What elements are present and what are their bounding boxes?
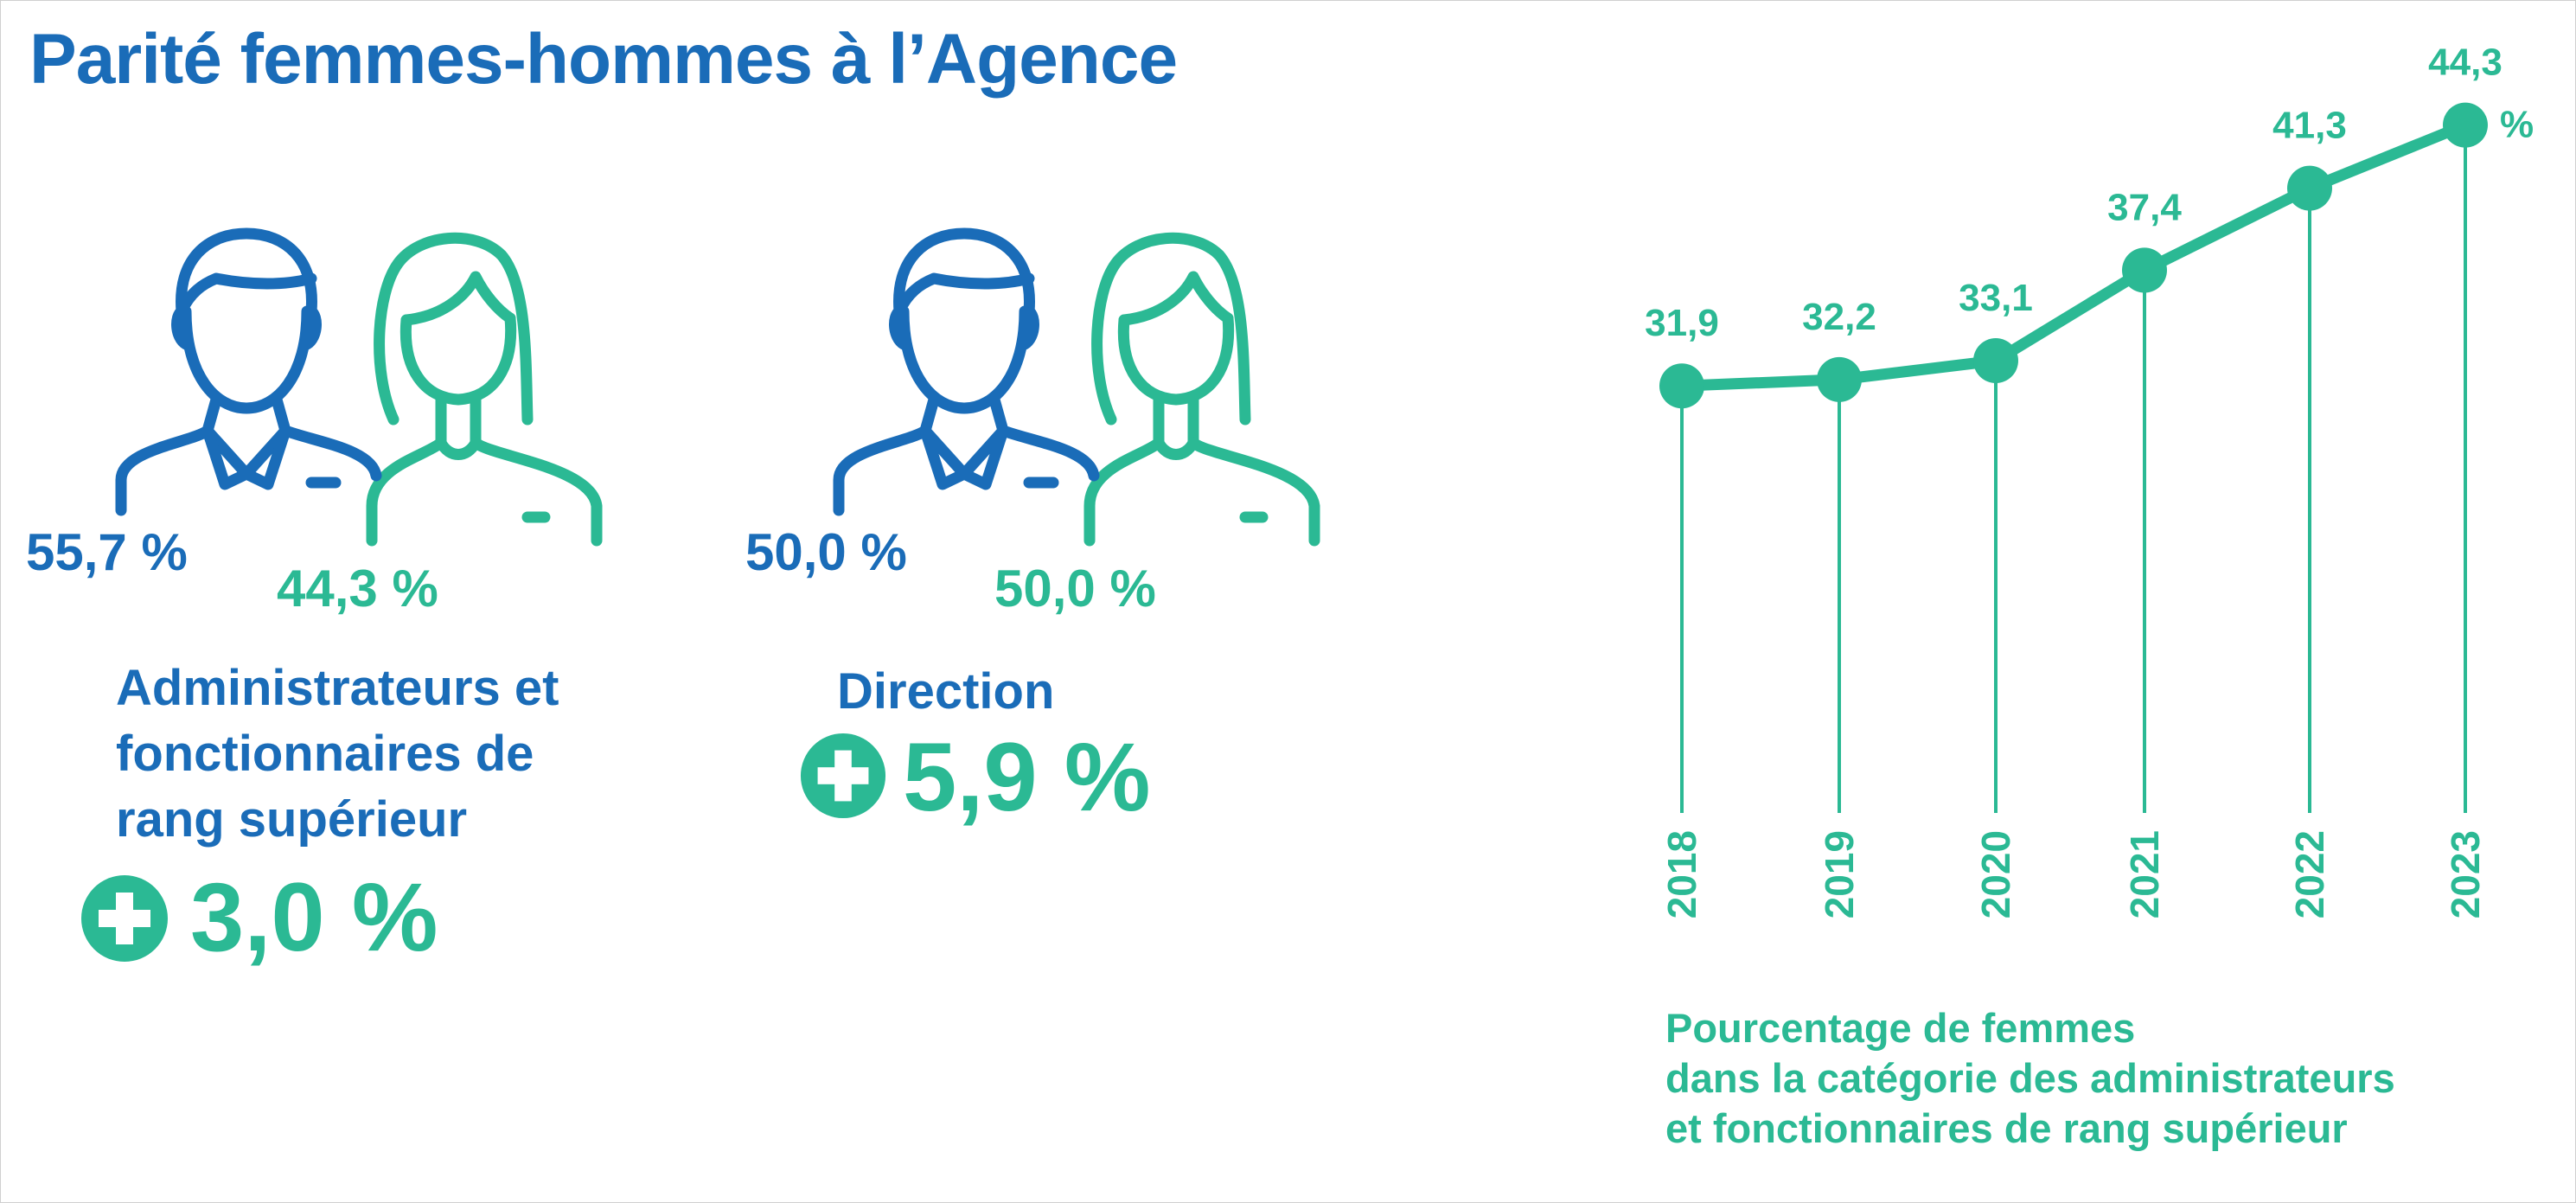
woman-icon [366, 232, 603, 547]
value-label-2022: 41,3 [2272, 105, 2347, 147]
people-icons-group-2 [833, 227, 1320, 547]
chart-caption-line: et fonctionnaires de rang supérieur [1665, 1105, 2348, 1151]
x-tick-label-2021: 2021 [2122, 830, 2167, 918]
unit-label: % [2500, 104, 2534, 146]
women-percentage-label: 50,0 % [994, 560, 1156, 617]
man-icon [115, 227, 382, 516]
man-icon [833, 227, 1100, 516]
x-tick-label-2018: 2018 [1659, 830, 1704, 918]
chart-caption-line: Pourcentage de femmes [1665, 1005, 2136, 1051]
group-label-line: rang supérieur [116, 791, 468, 848]
chart-caption: Pourcentage de femmes dans la catégorie … [1665, 1003, 2395, 1154]
change-value: 3,0 % [190, 863, 438, 971]
value-label-2020: 33,1 [1959, 277, 2033, 319]
data-point-2020 [1973, 338, 2018, 384]
value-label-2019: 32,2 [1802, 296, 1876, 338]
group-label: Administrateurs et fonctionnaires de ran… [116, 656, 559, 853]
men-percentage-label: 55,7 % [26, 523, 188, 581]
group-label-line: Administrateurs et [116, 660, 559, 716]
x-tick-label-2019: 2019 [1817, 830, 1862, 918]
data-point-2021 [2122, 247, 2167, 293]
page-title: Parité femmes-hommes à l’Agence [29, 20, 1178, 99]
data-point-2018 [1659, 363, 1704, 409]
change-value: 5,9 % [903, 723, 1151, 831]
group-label: Direction [837, 663, 1055, 720]
x-tick-label-2023: 2023 [2443, 830, 2488, 918]
data-point-2022 [2287, 165, 2332, 211]
plus-circle-icon [800, 733, 886, 819]
x-tick-label-2022: 2022 [2287, 830, 2332, 918]
women-percentage-label: 44,3 % [277, 560, 438, 617]
series-line [1676, 119, 2471, 392]
x-tick-label-2020: 2020 [1973, 830, 2018, 918]
value-label-2018: 31,9 [1645, 302, 1719, 344]
group-label-line: fonctionnaires de [116, 726, 534, 782]
woman-icon [1083, 232, 1320, 547]
value-label-2021: 37,4 [2107, 186, 2182, 228]
people-icons-group-1 [115, 227, 603, 547]
data-point-2019 [1817, 356, 1862, 402]
data-point-2023 [2443, 102, 2488, 148]
men-percentage-label: 50,0 % [745, 523, 907, 581]
value-label-2023: 44,3 [2428, 42, 2502, 84]
plus-circle-icon [81, 875, 168, 962]
chart-caption-line: dans la catégorie des administrateurs [1665, 1055, 2395, 1101]
